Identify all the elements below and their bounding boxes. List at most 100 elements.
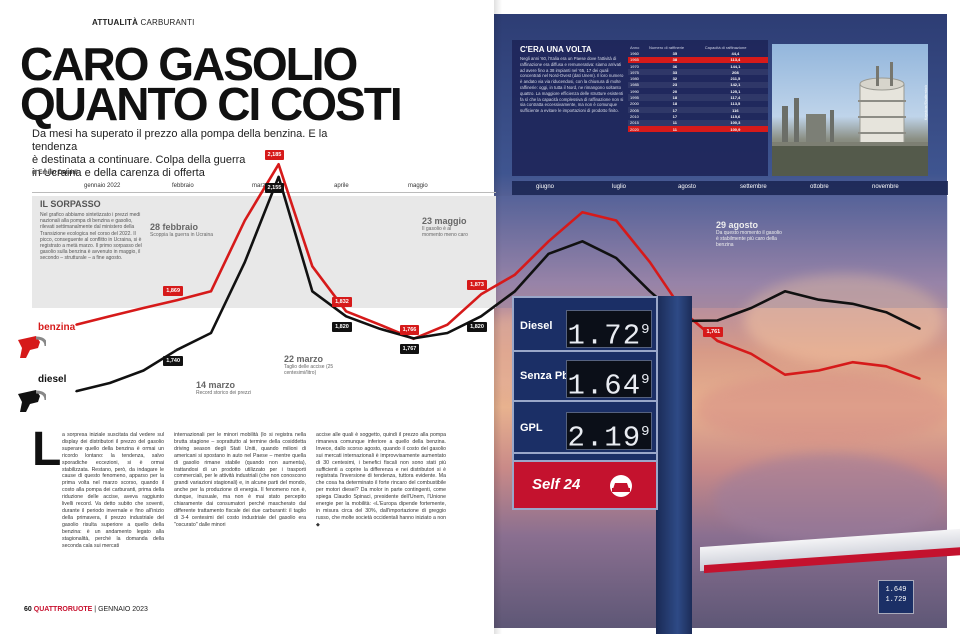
data-label-diesel: 1,767	[399, 344, 420, 355]
table-row: 2015 11 100,3	[628, 119, 768, 126]
table-cell: 113,4	[730, 57, 741, 63]
data-point-diesel	[75, 390, 77, 393]
data-point-benzina	[885, 365, 888, 368]
series-line-benzina	[75, 163, 921, 381]
data-point-diesel	[210, 332, 212, 334]
refinery-illustration	[772, 62, 928, 176]
table-row: 2020 11 100,9	[628, 125, 768, 133]
fuel-type-label: Senza Pb	[520, 370, 569, 382]
month-label: luglio	[612, 184, 627, 190]
body-column-1: a sorpresa iniziale suscitata dal vedere…	[62, 432, 164, 549]
table-cell: 2010	[630, 113, 639, 119]
month-axis-left	[32, 181, 496, 193]
cera-una-volta-heading: C'ERA UNA VOLTA	[520, 45, 592, 54]
table-cell: 36	[672, 63, 678, 69]
table-cell: 32	[672, 76, 678, 82]
table-cell: 100,9	[730, 126, 741, 132]
month-label: agosto	[678, 184, 697, 190]
table-cell: 23	[672, 82, 678, 88]
table-cell: 1995	[630, 95, 639, 101]
data-point-diesel	[108, 382, 111, 384]
data-point-diesel	[547, 253, 550, 255]
data-point-benzina	[817, 369, 820, 372]
data-point-benzina	[547, 240, 550, 243]
data-point-benzina	[108, 315, 111, 318]
data-point-benzina	[176, 299, 179, 301]
data-point-benzina	[919, 378, 921, 380]
month-label: giugno	[536, 184, 555, 190]
month-label: maggio	[408, 183, 428, 189]
data-point-benzina	[142, 307, 145, 309]
legend-benzina: benzina	[38, 322, 76, 333]
data-point-benzina	[446, 323, 449, 326]
data-point-benzina	[210, 290, 212, 293]
data-point-diesel	[919, 328, 921, 330]
table-cell: 2020	[630, 126, 639, 132]
table-cell: 1990	[630, 88, 639, 94]
data-point-benzina	[649, 261, 651, 263]
table-row: 2010 17 115,6	[628, 113, 768, 119]
byline: di Emilio Deleidi	[32, 170, 78, 176]
data-label-diesel: 2,155	[264, 182, 285, 193]
headline-line-2: QUANTO CI COSTI	[20, 78, 403, 130]
data-point-diesel	[480, 315, 482, 318]
table-cell: 117,4	[730, 95, 741, 101]
month-label: marzo	[252, 183, 269, 189]
table-cell: 18	[672, 101, 678, 107]
data-point-diesel	[615, 257, 617, 259]
data-point-diesel	[716, 319, 719, 322]
annotation-feb28: 28 febbraio Scoppia la guerra in Ucraina	[150, 222, 214, 238]
sorpasso-panel-right	[496, 196, 948, 308]
table-cell: 20	[672, 88, 678, 94]
price-display: 2.199	[566, 412, 652, 455]
table-header: Anno	[630, 44, 640, 50]
chart-title: IL SORPASSO	[40, 199, 101, 209]
data-point-benzina	[514, 273, 516, 276]
table-cell: 115,6	[730, 113, 741, 119]
month-label: ottobre	[810, 184, 829, 190]
data-point-benzina	[750, 353, 752, 355]
data-label-benzina: 1,873	[467, 280, 487, 291]
data-point-diesel	[142, 369, 145, 372]
data-point-benzina	[581, 211, 584, 213]
cera-una-volta-text: Negli anni '60, l'Italia era un Paese do…	[520, 56, 624, 114]
table-cell: 1970	[630, 63, 639, 69]
data-label-benzina: 2,185	[264, 150, 285, 161]
table-row: 1985 23 142,1	[628, 81, 768, 89]
data-point-diesel	[784, 290, 786, 293]
data-point-diesel	[412, 337, 415, 340]
table-cell: 125,1	[730, 88, 741, 94]
table-cell: 211,5	[730, 76, 741, 82]
table-row: 2005 17 116	[628, 106, 768, 114]
table-cell: 17	[672, 107, 678, 113]
data-point-diesel	[750, 307, 752, 309]
data-label-benzina: 1,761	[703, 326, 724, 337]
month-label: settembre	[740, 184, 767, 190]
table-cell: 1965	[630, 57, 639, 63]
table-cell: 1975	[630, 69, 639, 75]
table-cell: 2005	[630, 107, 639, 113]
diesel-nozzle-icon	[18, 390, 46, 412]
table-cell: 116	[732, 107, 739, 113]
table-cell: 17	[672, 113, 678, 119]
data-label-benzina: 1,766	[399, 324, 420, 335]
price-display: 1.649	[566, 360, 652, 403]
table-row: 1970 36 144,1	[628, 63, 768, 69]
table-cell: 35	[672, 50, 678, 56]
data-point-diesel	[176, 348, 179, 351]
month-label: febbraio	[172, 183, 194, 189]
series-line-diesel	[75, 175, 921, 393]
refinery-photo	[772, 44, 928, 176]
table-cell: 44,4	[731, 50, 740, 56]
section-label: ATTUALITÀ CARBURANTI	[92, 18, 195, 27]
price-row: Senza Pb 1.649	[514, 356, 656, 403]
data-point-benzina	[784, 373, 786, 376]
data-point-benzina	[379, 323, 381, 326]
data-point-benzina	[716, 340, 719, 342]
data-point-diesel	[379, 328, 381, 330]
headline: CARO GASOLIO QUANTO CI COSTI	[20, 41, 403, 130]
mini-price-sign: 1.649 1.729	[878, 580, 914, 614]
table-cell: 100,3	[730, 120, 741, 126]
table-cell: 2015	[630, 120, 639, 126]
